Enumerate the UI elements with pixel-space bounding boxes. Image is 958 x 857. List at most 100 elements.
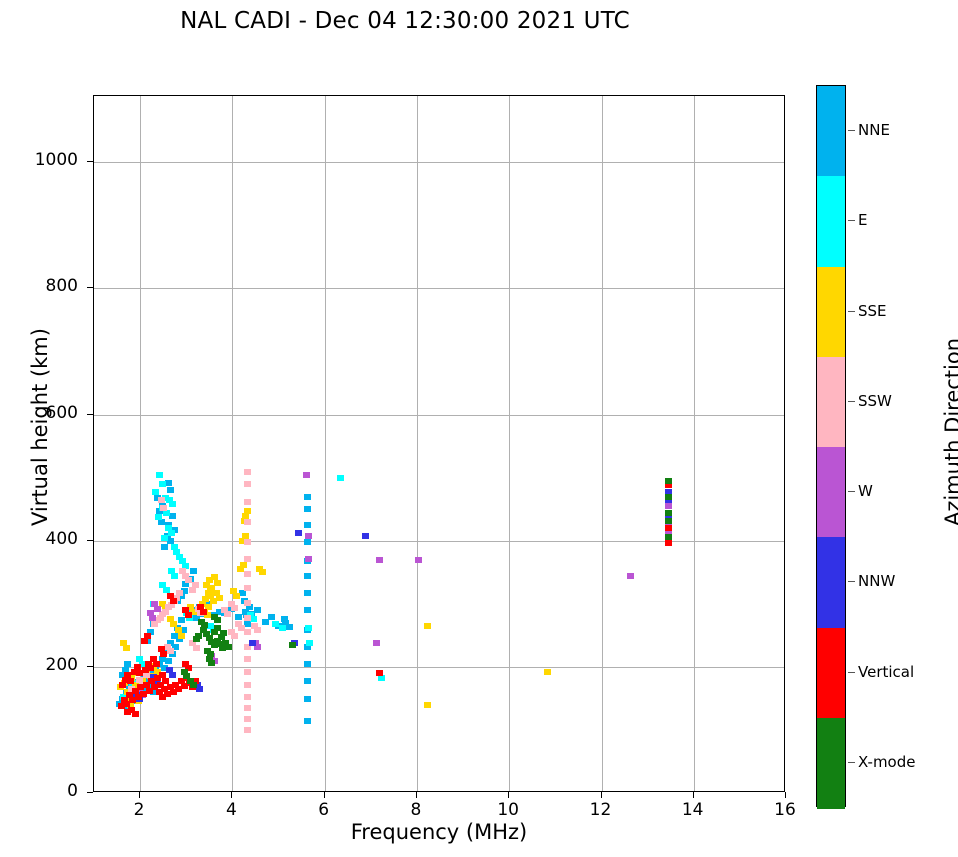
data-point-ssw	[244, 570, 252, 577]
data-point-nne	[254, 607, 262, 614]
data-point-e	[163, 510, 171, 517]
y-tick-mark	[87, 665, 93, 667]
data-point-vertical	[166, 684, 174, 691]
data-point-vertical	[156, 681, 164, 688]
data-point-x-mode	[665, 509, 672, 516]
data-point-vertical	[121, 676, 129, 683]
data-point-ssw	[228, 628, 236, 635]
data-point-nne	[304, 607, 312, 614]
data-point-vertical	[143, 632, 151, 639]
x-tick-mark	[323, 792, 325, 798]
data-point-nne	[182, 580, 189, 587]
data-point-ssw	[244, 643, 252, 650]
data-point-nne	[118, 671, 126, 678]
data-point-nne	[177, 616, 185, 623]
data-point-w	[135, 688, 143, 694]
data-point-x-mode	[198, 618, 206, 625]
data-point-nne	[304, 643, 312, 650]
data-point-vertical	[144, 660, 152, 667]
data-point-vertical	[665, 482, 672, 489]
data-point-nne	[176, 636, 183, 643]
data-point-sse	[233, 593, 241, 600]
data-point-nne	[304, 572, 312, 579]
data-point-ssw	[244, 585, 252, 592]
data-point-sse	[122, 645, 130, 652]
data-point-nne	[240, 597, 248, 604]
colorbar-band-x-mode	[817, 717, 845, 809]
data-point-sse	[242, 512, 250, 519]
y-tick-label: 0	[67, 781, 78, 801]
colorbar-tick-mark	[848, 491, 855, 493]
data-point-ssw	[253, 627, 261, 634]
data-point-x-mode	[192, 636, 200, 643]
colorbar-band-w	[817, 447, 845, 538]
data-point-sse	[146, 672, 154, 679]
data-point-nne	[304, 589, 312, 596]
data-point-e	[135, 656, 143, 663]
data-point-x-mode	[200, 627, 207, 634]
data-point-vertical	[140, 690, 147, 697]
data-point-sse	[255, 565, 263, 572]
y-tick-mark	[87, 792, 93, 793]
data-point-ssw	[231, 632, 239, 639]
data-point-w	[153, 606, 161, 612]
data-point-vertical	[131, 711, 139, 718]
data-point-e	[152, 488, 159, 495]
data-point-ssw	[224, 611, 231, 617]
data-point-e	[162, 495, 170, 501]
data-point-nne	[157, 518, 165, 525]
data-point-vertical	[142, 681, 150, 688]
colorbar-band-nne	[817, 86, 845, 177]
y-tick-label: 800	[45, 276, 78, 297]
x-tick-label: 8	[410, 800, 422, 820]
data-point-nnw	[361, 532, 369, 539]
figure-title: NAL CADI - Dec 04 12:30:00 2021 UTC	[180, 8, 630, 34]
data-point-ssw	[164, 604, 172, 611]
data-point-nne	[146, 681, 154, 688]
data-point-sse	[544, 669, 552, 676]
data-point-e	[164, 525, 172, 532]
data-point-nne	[166, 640, 174, 646]
data-point-nne	[164, 522, 172, 529]
data-point-vertical	[197, 604, 205, 611]
data-point-nne	[166, 487, 174, 494]
gridline-vertical	[509, 96, 511, 791]
data-point-w	[665, 503, 672, 510]
data-point-x-mode	[183, 672, 191, 679]
data-point-x-mode	[211, 613, 219, 620]
data-point-nne	[285, 623, 293, 630]
data-point-x-mode	[213, 637, 221, 644]
data-point-sse	[159, 600, 167, 607]
data-point-sse	[211, 574, 219, 581]
x-tick-label: 10	[497, 800, 519, 820]
data-point-vertical	[665, 540, 672, 547]
data-point-w	[254, 643, 262, 650]
data-point-vertical	[128, 696, 136, 703]
colorbar-label-w: W	[858, 482, 873, 501]
data-point-e	[170, 544, 178, 551]
x-tick-label: 14	[681, 800, 704, 820]
data-point-nne	[124, 660, 132, 667]
data-point-vertical	[161, 686, 169, 693]
data-point-x-mode	[200, 622, 208, 629]
data-point-x-mode	[187, 677, 195, 684]
data-point-vertical	[180, 682, 188, 689]
data-point-sse	[201, 595, 209, 602]
data-point-vertical	[166, 593, 174, 600]
data-point-nne	[282, 619, 290, 626]
data-point-nnw	[665, 496, 672, 503]
data-point-nne	[155, 507, 163, 514]
gridline-horizontal	[94, 414, 784, 416]
data-point-ssw	[160, 505, 168, 512]
data-point-ssw	[188, 640, 196, 646]
data-point-w	[627, 572, 635, 579]
data-point-e	[181, 563, 189, 570]
data-point-nne	[121, 666, 129, 673]
data-point-nne	[189, 568, 197, 575]
data-point-sse	[230, 588, 238, 595]
data-point-x-mode	[665, 493, 672, 500]
y-tick-label: 200	[45, 654, 78, 675]
data-point-x-mode	[665, 477, 672, 484]
data-point-sse	[207, 587, 215, 594]
